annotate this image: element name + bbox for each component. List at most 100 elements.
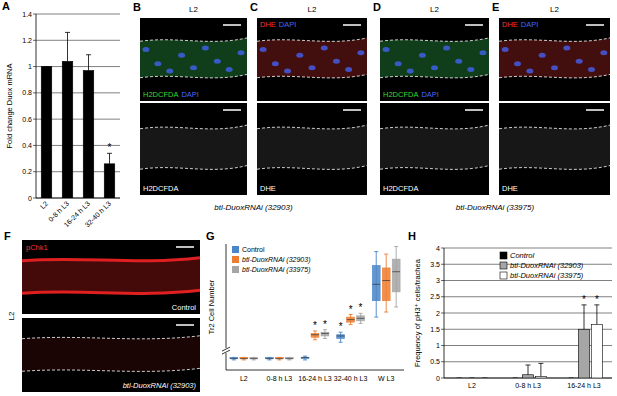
- condition-label: btl-DuoxRNAi (32903): [123, 381, 197, 390]
- nucleus: [407, 69, 414, 74]
- image-background: [499, 103, 610, 195]
- tick-mark: [33, 198, 36, 199]
- image-background: [380, 18, 489, 101]
- tick-label: 1.4: [22, 11, 32, 18]
- scale-bar: [176, 324, 194, 326]
- tick-label: 0.2: [22, 168, 32, 175]
- nucleus: [272, 61, 279, 66]
- outline: [380, 166, 489, 170]
- nucleus: [202, 45, 209, 50]
- nucleus: [431, 65, 438, 70]
- condition-label: Control: [172, 303, 197, 312]
- channel-label: DHEDAPI: [260, 20, 296, 29]
- outline: [140, 74, 247, 77]
- bar: [535, 376, 546, 378]
- channel-label: DHEDAPI: [502, 20, 538, 29]
- image-background: [22, 318, 200, 392]
- nucleus: [600, 50, 607, 55]
- legend-label: Control: [510, 251, 535, 260]
- tick-label: 0: [28, 195, 32, 202]
- tick-label: 1: [436, 342, 440, 349]
- nucleus: [296, 53, 303, 58]
- nucleus: [563, 45, 570, 50]
- axis-break: [222, 348, 230, 353]
- median: [240, 358, 248, 359]
- significance: *: [359, 302, 363, 313]
- grid-line: [444, 280, 612, 281]
- box: [357, 316, 365, 321]
- nucleus: [588, 67, 595, 72]
- nucleus: [321, 45, 328, 50]
- outline: [499, 74, 610, 77]
- box: [321, 332, 329, 336]
- tick-mark: [441, 313, 444, 314]
- nucleus: [178, 53, 185, 58]
- median: [392, 271, 400, 272]
- outline: [22, 336, 200, 339]
- grid-line: [36, 40, 120, 41]
- median: [337, 335, 345, 336]
- tick-mark: [33, 14, 36, 15]
- tick-mark: [33, 171, 36, 172]
- image-background: [257, 103, 367, 195]
- channel-name: H2DCFDA: [383, 90, 418, 99]
- scale-bar: [343, 24, 361, 26]
- nucleus: [190, 65, 197, 70]
- bar: [454, 378, 465, 379]
- error-bar: [470, 378, 475, 379]
- tick-mark: [441, 264, 444, 265]
- image-background: [140, 18, 247, 101]
- scale-bar: [586, 24, 604, 26]
- nucleus: [333, 59, 340, 64]
- tick-label: 3.5: [430, 261, 440, 268]
- nucleus: [467, 67, 474, 72]
- box: [285, 357, 293, 358]
- tick-label: 2.5: [430, 293, 440, 300]
- median: [347, 319, 355, 320]
- membrane: [22, 290, 200, 293]
- nucleus: [154, 61, 161, 66]
- signal: [380, 125, 489, 169]
- box: [301, 357, 309, 358]
- image-background: [380, 103, 489, 195]
- tick-mark: [33, 119, 36, 120]
- image-background: [140, 103, 247, 195]
- median: [357, 318, 365, 319]
- bar: [41, 67, 52, 198]
- image-background: [499, 18, 610, 101]
- nucleus: [238, 50, 245, 55]
- significance: *: [108, 142, 112, 153]
- bar: [466, 378, 477, 379]
- image-background: [22, 240, 200, 314]
- stage-label: L2: [430, 5, 439, 14]
- axis-title: Frequency of pH3⁺ cells/trachea: [413, 258, 422, 367]
- category-label: L2: [468, 382, 476, 389]
- image-background: [257, 18, 367, 101]
- category-label: L2: [240, 375, 248, 382]
- axis-break: [222, 347, 230, 354]
- outline: [380, 125, 489, 129]
- outline: [140, 125, 247, 129]
- genotype-caption: btl-DuoxRNAi (33975): [456, 203, 535, 212]
- signal: [140, 38, 247, 78]
- channel-name: DAPI: [279, 20, 297, 29]
- significance: *: [323, 319, 327, 330]
- micrograph: [140, 18, 247, 101]
- category-label: L2: [39, 200, 50, 211]
- micrograph: [380, 18, 489, 101]
- outline: [380, 74, 489, 77]
- tick-mark: [441, 248, 444, 249]
- signal: [380, 38, 489, 78]
- tick-mark: [441, 361, 444, 362]
- bar: [104, 164, 115, 198]
- scale-bar: [223, 24, 241, 26]
- channel-name: DAPI: [181, 90, 199, 99]
- channel-name: H2DCFDA: [143, 90, 178, 99]
- nucleus: [539, 53, 546, 58]
- channel-label: DHE: [502, 184, 518, 193]
- bar: [62, 61, 73, 198]
- category-label: 32-40 h L3: [334, 375, 368, 382]
- legend-label: btl-DuoxRNAi (33975): [510, 271, 584, 280]
- scale-bar: [586, 109, 604, 111]
- significance: *: [595, 294, 599, 305]
